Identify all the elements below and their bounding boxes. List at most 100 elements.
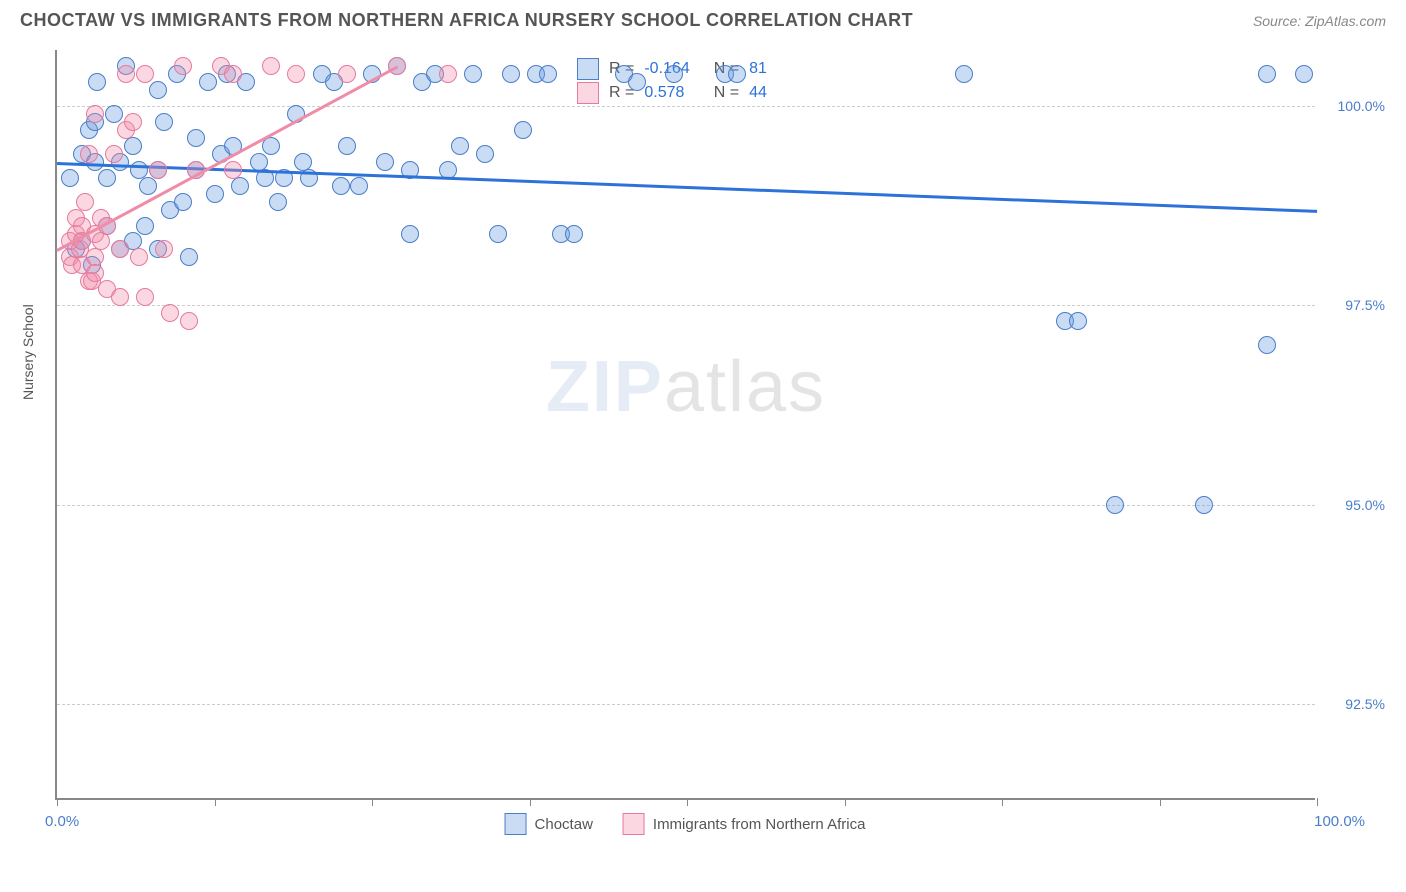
scatter-point [139,177,157,195]
legend-item-northern-africa: Immigrants from Northern Africa [623,813,866,835]
scatter-point [61,169,79,187]
scatter-point [1195,496,1213,514]
plot-area: ZIPatlas R = -0.164 N = 81 R = 0.578 N =… [55,50,1315,800]
scatter-point [136,217,154,235]
x-tick [687,798,688,806]
scatter-point [464,65,482,83]
x-tick [530,798,531,806]
gridline [57,505,1315,506]
scatter-point [111,288,129,306]
n-label: N = [709,84,739,102]
scatter-point [92,232,110,250]
scatter-point [665,65,683,83]
scatter-point [489,225,507,243]
scatter-point [451,137,469,155]
scatter-point [1258,336,1276,354]
y-tick-label: 100.0% [1325,98,1385,114]
scatter-point [180,248,198,266]
scatter-point [136,288,154,306]
scatter-point [269,193,287,211]
stats-row-northern-africa: R = 0.578 N = 44 [577,82,804,104]
scatter-point [338,65,356,83]
gridline [57,305,1315,306]
scatter-point [124,113,142,131]
stats-row-choctaw: R = -0.164 N = 81 [577,58,804,80]
n-value-northern-africa: 44 [749,84,804,102]
x-tick [57,798,58,806]
x-tick [845,798,846,806]
legend: Choctaw Immigrants from Northern Africa [505,813,866,835]
x-tick [1317,798,1318,806]
scatter-point [174,57,192,75]
scatter-point [514,121,532,139]
y-tick-label: 97.5% [1325,297,1385,313]
scatter-point [180,312,198,330]
scatter-point [376,153,394,171]
scatter-point [1106,496,1124,514]
scatter-point [224,65,242,83]
scatter-point [199,73,217,91]
x-tick [215,798,216,806]
scatter-point [955,65,973,83]
swatch-pink-icon [577,82,599,104]
scatter-point [1295,65,1313,83]
scatter-point [76,193,94,211]
legend-label: Choctaw [535,816,593,833]
scatter-point [149,81,167,99]
n-value-choctaw: 81 [749,60,804,78]
source-label: Source: ZipAtlas.com [1253,13,1386,29]
scatter-point [565,225,583,243]
y-axis-label: Nursery School [20,304,36,400]
scatter-point [338,137,356,155]
swatch-blue-icon [577,58,599,80]
x-axis-min-label: 0.0% [45,813,79,830]
scatter-point [105,105,123,123]
scatter-point [105,145,123,163]
scatter-point [332,177,350,195]
scatter-point [155,113,173,131]
scatter-point [111,240,129,258]
scatter-point [401,225,419,243]
scatter-point [136,65,154,83]
r-value-northern-africa: 0.578 [644,84,699,102]
y-tick-label: 92.5% [1325,696,1385,712]
scatter-point [728,65,746,83]
scatter-point [124,137,142,155]
x-tick [1160,798,1161,806]
scatter-point [350,177,368,195]
scatter-point [187,129,205,147]
scatter-point [161,304,179,322]
scatter-point [231,177,249,195]
scatter-point [476,145,494,163]
x-tick [1002,798,1003,806]
scatter-point [206,185,224,203]
scatter-point [1069,312,1087,330]
scatter-point [388,57,406,75]
swatch-pink-icon [623,813,645,835]
chart-title: CHOCTAW VS IMMIGRANTS FROM NORTHERN AFRI… [20,10,913,31]
scatter-point [86,264,104,282]
scatter-point [539,65,557,83]
scatter-point [287,65,305,83]
scatter-point [88,73,106,91]
scatter-point [155,240,173,258]
scatter-point [224,161,242,179]
gridline [57,704,1315,705]
scatter-point [98,169,116,187]
scatter-point [130,248,148,266]
y-tick-label: 95.0% [1325,497,1385,513]
scatter-point [502,65,520,83]
chart-container: ZIPatlas R = -0.164 N = 81 R = 0.578 N =… [55,50,1315,800]
scatter-point [80,145,98,163]
scatter-point [628,73,646,91]
scatter-point [174,193,192,211]
scatter-point [86,105,104,123]
stats-legend-box: R = -0.164 N = 81 R = 0.578 N = 44 [577,58,804,106]
scatter-point [1258,65,1276,83]
gridline [57,106,1315,107]
scatter-point [439,65,457,83]
x-tick [372,798,373,806]
scatter-point [149,161,167,179]
legend-item-choctaw: Choctaw [505,813,593,835]
watermark: ZIPatlas [546,346,826,428]
